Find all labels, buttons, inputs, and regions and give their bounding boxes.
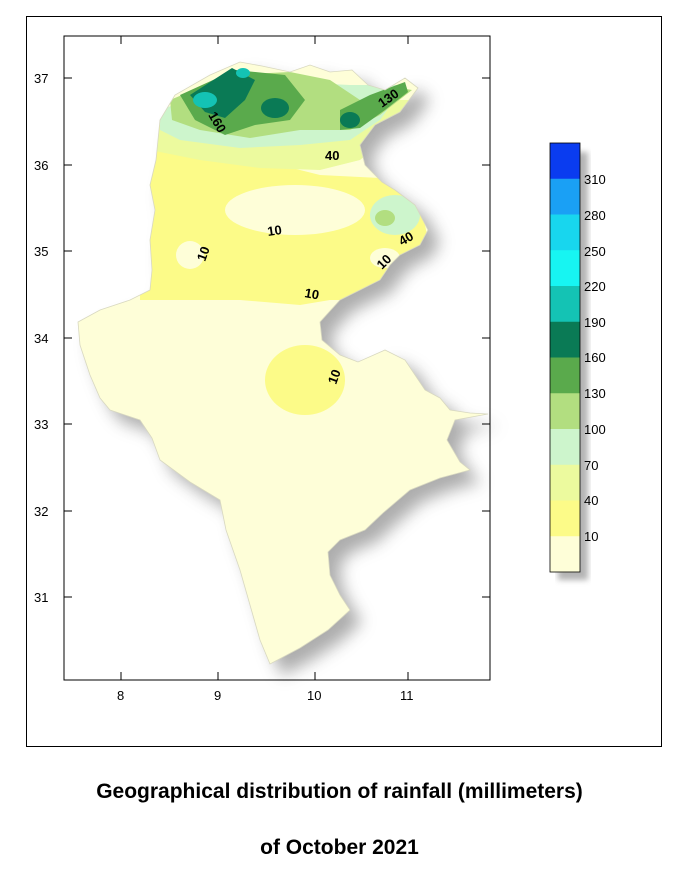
legend-swatch — [550, 286, 580, 323]
legend-label-250: 250 — [584, 244, 606, 259]
legend-swatch — [550, 214, 580, 251]
x-axis: 8 9 10 11 — [117, 36, 414, 703]
contour-label-40-north: 40 — [325, 148, 339, 163]
legend-label-280: 280 — [584, 208, 606, 223]
zone-below-10-center — [225, 185, 365, 235]
legend-swatch — [550, 464, 580, 501]
legend-label-70: 70 — [584, 458, 598, 473]
zone-100-130-sahel — [375, 210, 395, 226]
legend-swatch — [550, 178, 580, 215]
legend-label-130: 130 — [584, 386, 606, 401]
contour-label-40-east: 40 — [396, 228, 416, 248]
y-tick-34: 34 — [34, 331, 48, 346]
legend-swatches — [550, 143, 580, 573]
rainfall-map: 160 130 40 10 10 40 10 10 10 37 36 35 34… — [34, 35, 606, 703]
y-axis: 37 36 35 34 33 32 31 — [34, 71, 490, 605]
y-tick-31: 31 — [34, 590, 48, 605]
legend-label-40: 40 — [584, 493, 598, 508]
zone-10-40-south — [265, 345, 345, 415]
zone-160-190-c — [340, 112, 360, 128]
legend-swatch — [550, 357, 580, 394]
rainfall-zones — [140, 68, 430, 415]
contour-label-10-mid: 10 — [303, 285, 320, 302]
legend-label-100: 100 — [584, 422, 606, 437]
zone-10-40-mid — [265, 273, 335, 297]
zone-190-220 — [193, 92, 217, 108]
legend-label-160: 160 — [584, 350, 606, 365]
x-tick-10: 10 — [307, 688, 321, 703]
legend-swatch — [550, 393, 580, 430]
y-tick-33: 33 — [34, 417, 48, 432]
legend-swatch — [550, 321, 580, 358]
legend-border — [549, 142, 581, 573]
legend-label-310: 310 — [584, 172, 606, 187]
legend-label-190: 190 — [584, 315, 606, 330]
contour-label-10-center: 10 — [266, 222, 282, 239]
x-tick-9: 9 — [214, 688, 221, 703]
y-tick-32: 32 — [34, 504, 48, 519]
plot-border — [63, 35, 491, 681]
x-tick-8: 8 — [117, 688, 124, 703]
legend-swatch — [550, 143, 580, 180]
legend-label-220: 220 — [584, 279, 606, 294]
y-tick-37: 37 — [34, 71, 48, 86]
zone-160-190-b — [261, 98, 289, 118]
legend-swatch — [550, 250, 580, 287]
zone-below-10-west — [176, 241, 204, 269]
legend-swatch — [550, 536, 580, 573]
legend-swatch — [550, 429, 580, 466]
x-tick-11: 11 — [400, 688, 414, 703]
legend: 310 280 250 220 190 160 130 100 70 40 10 — [549, 142, 606, 580]
y-tick-36: 36 — [34, 158, 48, 173]
legend-label-10: 10 — [584, 529, 598, 544]
figure-frame — [26, 16, 662, 747]
legend-swatch — [550, 500, 580, 537]
y-tick-35: 35 — [34, 244, 48, 259]
caption-line-1: Geographical distribution of rainfall (m… — [96, 780, 583, 803]
contour-label-10-west: 10 — [194, 244, 213, 263]
caption-line-2: of October 2021 — [260, 836, 419, 859]
contour-label-10-south: 10 — [325, 367, 344, 386]
zone-190-220-b — [236, 68, 250, 78]
